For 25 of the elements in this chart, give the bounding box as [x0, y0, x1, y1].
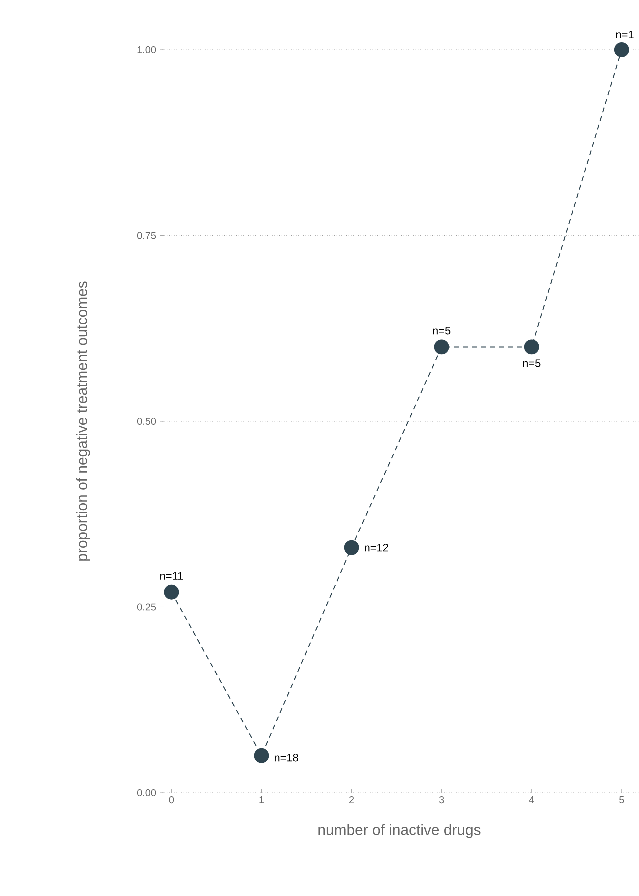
- y-tick-label: 0.25: [137, 604, 156, 611]
- y-axis-title: proportion of negative treatment outcomes: [76, 282, 90, 561]
- annotation: n=18: [274, 754, 298, 762]
- annotation: n=1: [616, 30, 634, 38]
- x-tick-label: 4: [529, 796, 534, 804]
- x-tick-label: 3: [439, 796, 444, 804]
- x-tick-label: 5: [620, 796, 624, 804]
- annotation: n=5: [523, 360, 541, 368]
- x-tick-label: 2: [350, 796, 354, 804]
- x-axis-title: number of inactive drugs: [318, 824, 481, 838]
- point: [254, 748, 270, 764]
- point: [344, 540, 360, 556]
- x-tick-label: 1: [260, 796, 264, 804]
- y-tick-label: 0.00: [137, 789, 156, 797]
- y-tick-label: 0.50: [137, 418, 156, 426]
- annotation: n=11: [160, 572, 184, 580]
- point: [524, 340, 540, 355]
- point: [434, 340, 450, 355]
- annotation: n=12: [365, 544, 388, 552]
- x-tick-label: 0: [169, 796, 174, 804]
- y-tick-label: 0.75: [137, 232, 156, 240]
- point: [164, 584, 180, 600]
- point: [614, 42, 630, 58]
- annotation: n=5: [433, 327, 451, 335]
- y-tick-label: 1.00: [138, 46, 156, 54]
